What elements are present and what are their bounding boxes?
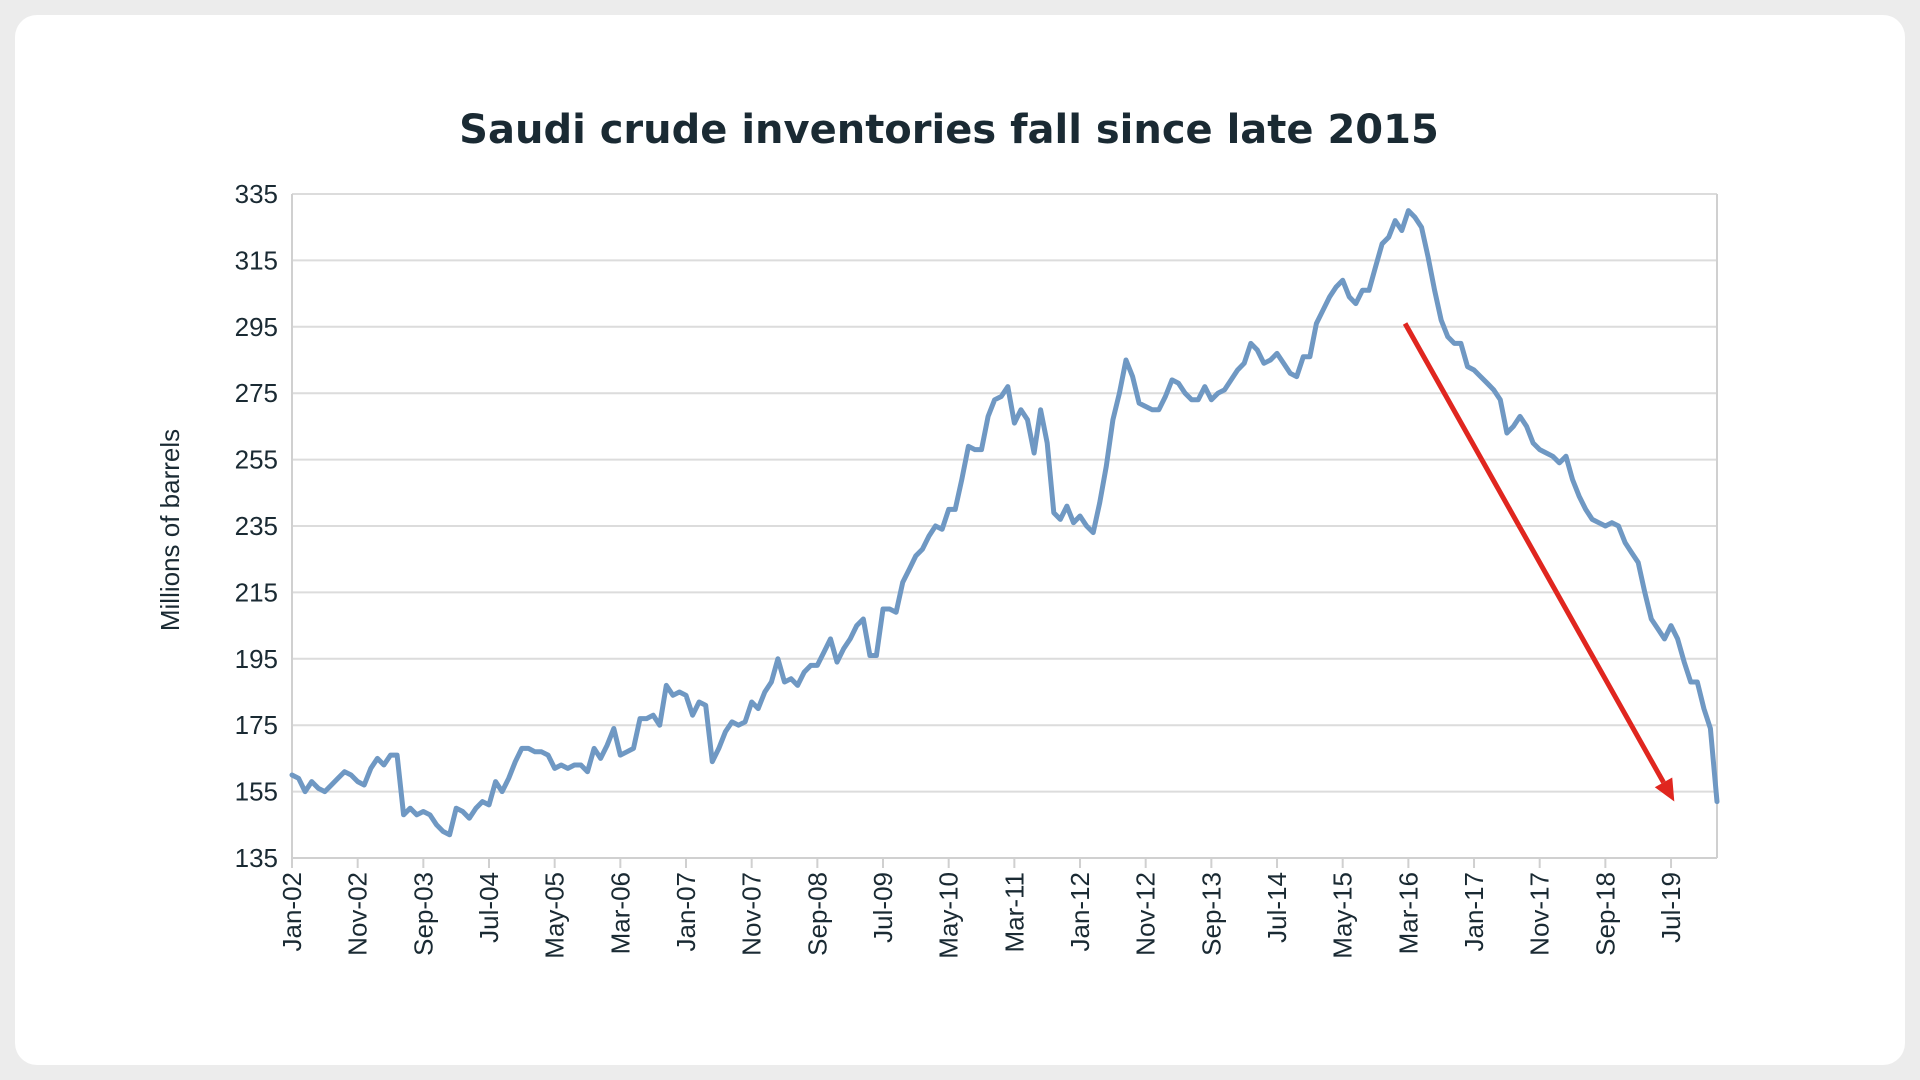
x-tick-label: May-10	[934, 872, 964, 959]
x-tick-label: Nov-17	[1525, 872, 1555, 956]
grid	[291, 193, 1718, 859]
trend-annotation	[1402, 322, 1675, 802]
x-tick-label: Jan-17	[1459, 872, 1489, 952]
x-tick-label: Sep-08	[802, 872, 832, 956]
x-tick-label: Nov-02	[343, 872, 373, 956]
x-tick-label: May-05	[540, 872, 570, 959]
x-tick-label: Jul-19	[1656, 872, 1686, 943]
y-axis: 135 155 175 195 215 235 255 275 295 315 335	[235, 179, 278, 873]
y-tick-label: 235	[235, 511, 278, 541]
x-tick-label: Sep-18	[1590, 872, 1620, 956]
chart-card: Saudi crude inventories fall since late …	[15, 15, 1905, 1065]
y-tick-label: 255	[235, 445, 278, 475]
x-tick-label: May-15	[1328, 872, 1358, 959]
x-tick-label: Sep-03	[408, 872, 438, 956]
chart-title: Saudi crude inventories fall since late …	[459, 107, 1439, 153]
y-tick-label: 175	[235, 710, 278, 740]
arrow-shaft	[1402, 322, 1666, 784]
x-tick-label: Mar-11	[999, 872, 1029, 952]
x-tick-label: Mar-16	[1393, 872, 1423, 954]
x-tick-label: Jul-14	[1262, 872, 1292, 943]
x-tick-label: Sep-13	[1196, 872, 1226, 956]
y-tick-label: 135	[235, 843, 278, 873]
x-tick-label: Jul-04	[474, 872, 504, 943]
y-tick-label: 215	[235, 577, 278, 607]
y-axis-label: Millions of barrels	[155, 429, 185, 631]
x-tick-label: Jan-02	[277, 872, 307, 952]
y-tick-label: 335	[235, 179, 278, 209]
series-line	[289, 208, 1720, 838]
y-tick-label: 195	[235, 644, 278, 674]
x-tick-label: Nov-07	[737, 872, 767, 956]
x-axis: Jan-02 Nov-02 Sep-03 Jul-04 May-05 Mar-06 Jan-…	[277, 858, 1686, 959]
x-tick-label: Mar-06	[605, 872, 635, 954]
y-tick-label: 275	[235, 378, 278, 408]
y-tick-label: 315	[235, 245, 278, 275]
y-tick-label: 155	[235, 777, 278, 807]
x-tick-label: Jan-07	[671, 872, 701, 952]
x-tick-label: Nov-12	[1131, 872, 1161, 956]
line-chart: Saudi crude inventories fall since late …	[155, 107, 1720, 959]
y-tick-label: 295	[235, 312, 278, 342]
arrow-head	[1654, 777, 1675, 802]
x-tick-label: Jan-12	[1065, 872, 1095, 952]
x-tick-label: Jul-09	[868, 872, 898, 943]
